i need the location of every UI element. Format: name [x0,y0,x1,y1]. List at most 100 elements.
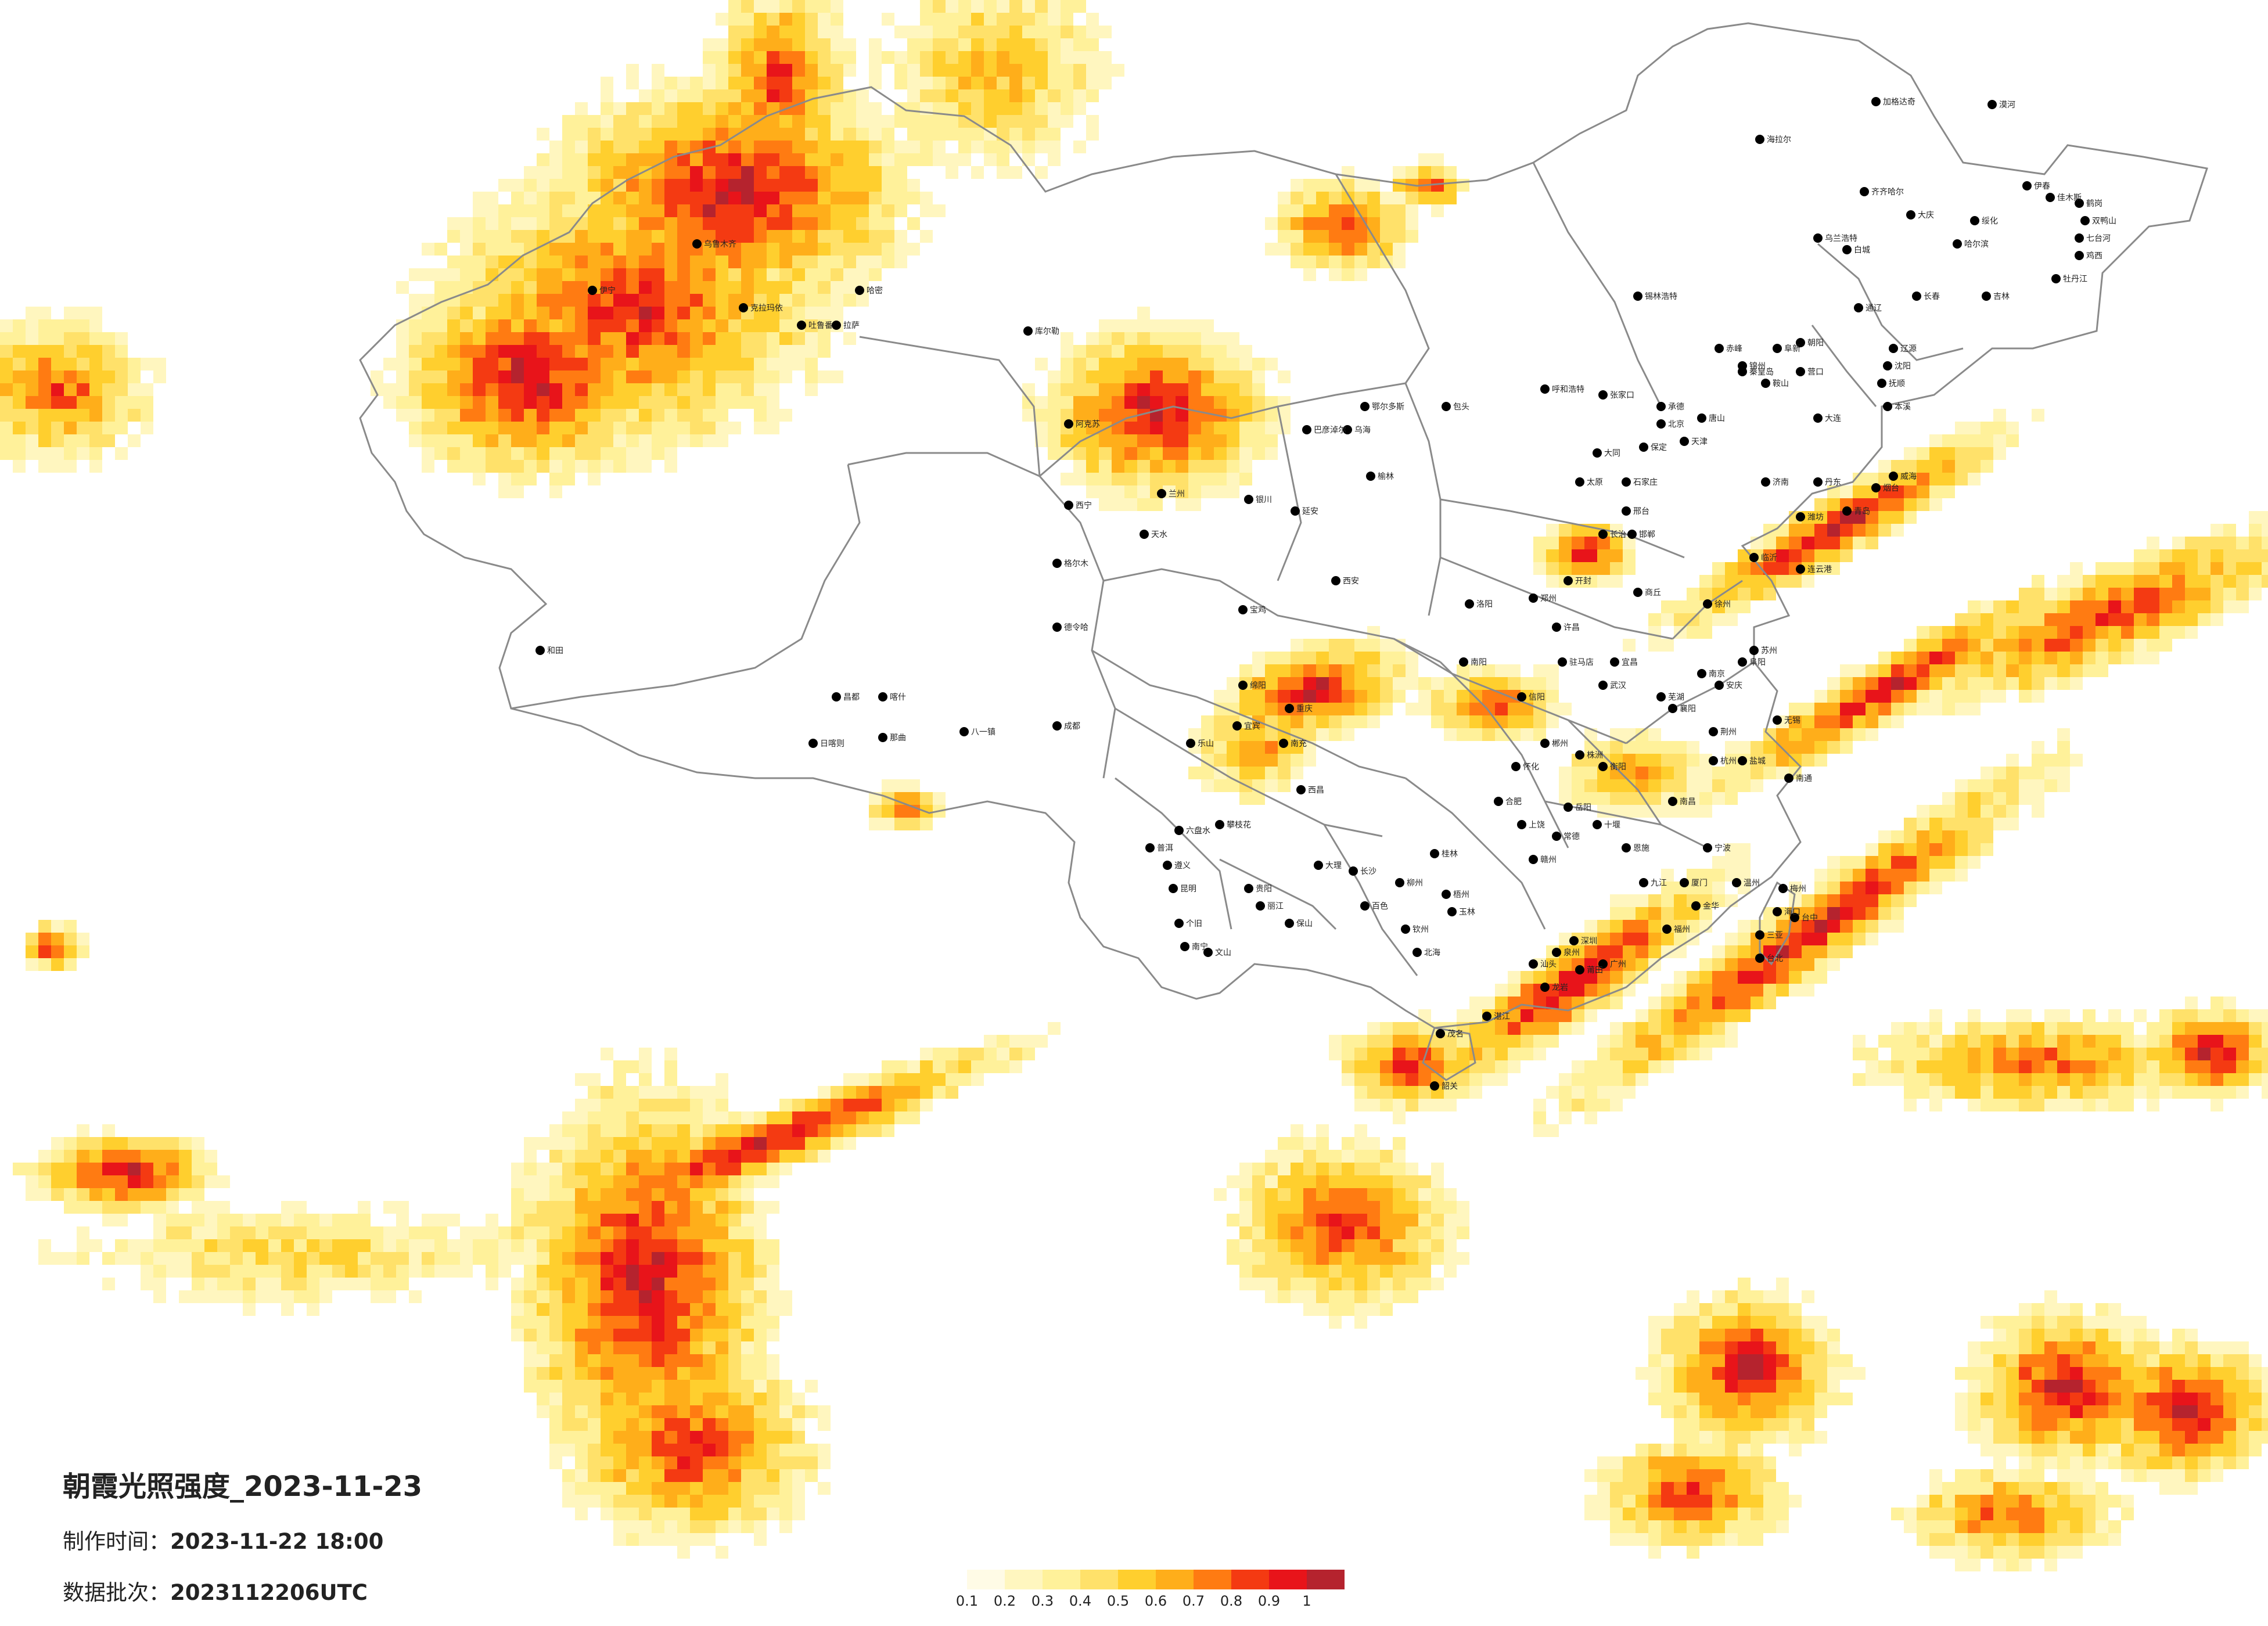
city-label: 锦州 [1749,361,1766,371]
city-label: 郑州 [1540,594,1557,603]
data-batch-label: 数据批次： [63,1580,170,1605]
city-label: 贵阳 [1256,884,1272,894]
city-label: 遵义 [1174,861,1191,870]
city-label: 苏州 [1761,646,1777,656]
city-label: 邯郸 [1639,530,1655,539]
city-label: 哈尔滨 [1964,240,1989,249]
production-time-value: 2023-11-22 18:00 [170,1529,384,1554]
city-label: 株洲 [1587,751,1603,760]
city-label: 乌鲁木齐 [704,240,736,249]
legend-swatch [967,1570,1005,1589]
city-label: 杭州 [1720,757,1737,766]
city-label: 威海 [1900,472,1917,481]
city-label: 许昌 [1563,623,1580,632]
city-label: 开封 [1575,577,1591,586]
city-label: 安庆 [1726,681,1742,690]
city-label: 文山 [1215,948,1231,958]
city-label: 格尔木 [1064,559,1088,569]
city-label: 南通 [1796,774,1812,783]
city-label: 双鸭山 [2092,217,2116,226]
city-label: 长治 [1610,530,1626,539]
legend-swatch [1194,1570,1231,1589]
city-label: 深圳 [1581,937,1597,946]
legend-swatch [1231,1570,1269,1589]
city-label: 大同 [1604,449,1620,458]
city-label: 鸡西 [2086,251,2102,261]
city-label: 绵阳 [1250,681,1266,690]
city-label: 信阳 [1529,693,1545,702]
city-label: 白城 [1854,246,1870,255]
legend-label: 0.6 [1144,1593,1167,1609]
city-label: 丽江 [1267,902,1284,911]
legend-swatch [1307,1570,1345,1589]
data-batch-value: 2023112206UTC [170,1580,368,1605]
city-label: 重庆 [1296,704,1313,714]
city-label: 宜昌 [1622,658,1638,667]
city-label: 石家庄 [1633,477,1658,487]
legend-colorbar [967,1570,1345,1589]
city-label: 驻马店 [1569,658,1594,667]
city-label: 怀化 [1523,762,1539,772]
city-label: 洛阳 [1476,600,1493,609]
city-label: 常德 [1563,832,1580,841]
city-label: 六盘水 [1186,826,1210,836]
city-label: 赣州 [1540,855,1557,865]
city-label: 青岛 [1854,507,1870,516]
city-label: 朝阳 [1807,339,1824,348]
city-label: 泉州 [1563,948,1580,958]
legend-label: 0.5 [1106,1593,1130,1609]
city-label: 绥化 [1982,217,1998,226]
city-label: 宜宾 [1244,722,1260,731]
province-borders [359,22,2208,1081]
city-label: 阜新 [1784,344,1800,354]
production-time-label: 制作时间： [63,1529,170,1554]
legend-swatch [1118,1570,1156,1589]
legend-swatch [1005,1570,1043,1589]
city-label: 哈密 [867,286,883,296]
city-label: 三亚 [1767,931,1783,940]
city-label: 福州 [1674,925,1690,934]
city-label: 茂名 [1447,1029,1464,1039]
city-label: 阿克苏 [1076,420,1100,429]
city-label: 八一镇 [971,728,995,737]
city-label: 和田 [547,646,563,656]
legend-label: 0.2 [993,1593,1016,1609]
city-label: 莆田 [1587,966,1603,975]
city-label: 吉林 [1993,292,2010,301]
city-label: 西宁 [1076,501,1092,510]
city-label: 西安 [1343,577,1359,586]
city-label: 南充 [1291,739,1307,749]
city-label: 韶关 [1442,1082,1458,1091]
city-label: 海口 [1784,908,1800,917]
city-label: 齐齐哈尔 [1871,188,1904,197]
city-label: 芜湖 [1668,692,1684,702]
city-label: 抚顺 [1889,379,1905,388]
city-label: 大连 [1825,414,1841,423]
city-label: 阜阳 [1749,657,1766,667]
city-label: 库尔勒 [1035,327,1059,336]
city-label: 保定 [1651,443,1667,452]
city-label: 南昌 [1680,797,1696,807]
color-legend: 0.1 0.2 0.3 0.4 0.5 0.6 0.7 0.8 0.9 1 [956,1570,1345,1613]
city-label: 南宁 [1192,942,1208,952]
city-label: 牡丹江 [2063,275,2087,284]
city-label: 伊春 [2034,182,2050,191]
city-label: 连云港 [1807,565,1832,574]
city-label: 盐城 [1749,757,1766,766]
city-label: 百色 [1372,901,1388,911]
city-label: 乌海 [1354,426,1371,435]
city-label: 拉萨 [843,321,860,330]
city-label: 延安 [1302,507,1318,516]
legend-tick-labels: 0.1 0.2 0.3 0.4 0.5 0.6 0.7 0.8 0.9 1 [956,1589,1345,1613]
city-label: 无锡 [1784,716,1800,725]
legend-label: 0.3 [1031,1593,1054,1609]
city-label: 长沙 [1360,867,1376,876]
city-label: 大庆 [1918,211,1934,220]
city-label: 梅州 [1790,884,1806,894]
city-label: 天水 [1151,530,1167,539]
taiwan-outline [1759,881,1796,966]
city-label: 锡林浩特 [1645,292,1677,301]
